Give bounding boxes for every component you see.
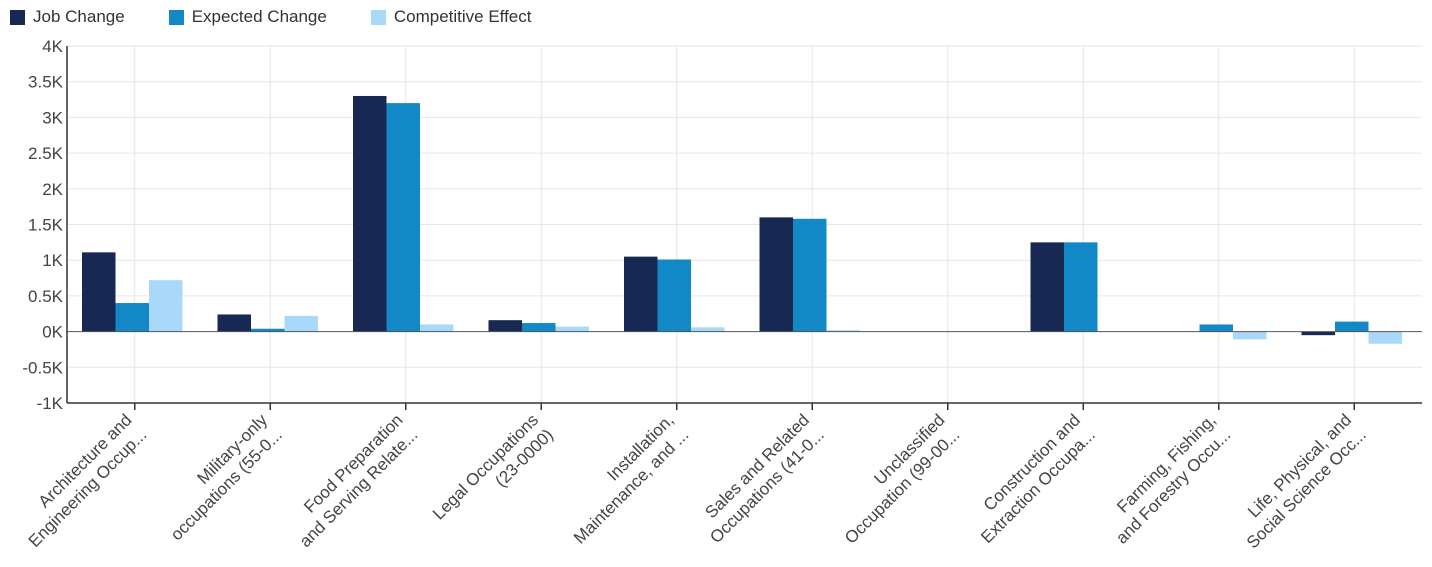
bar-expected-change xyxy=(386,103,420,332)
legend-label-job-change: Job Change xyxy=(33,7,125,26)
bar-job-change xyxy=(624,256,658,332)
bar-job-change xyxy=(1301,331,1335,336)
y-tick-label: 0K xyxy=(42,323,63,342)
y-tick-label: -0.5K xyxy=(22,358,63,377)
chart-legend: Job Change Expected Change Competitive E… xyxy=(10,4,575,30)
bar-competitive-effect xyxy=(555,326,589,332)
bar-competitive-effect xyxy=(691,327,725,332)
bar-expected-change xyxy=(251,328,285,332)
y-tick-label: 3K xyxy=(42,108,63,127)
x-tick-label: Legal Occupations(23-0000) xyxy=(429,410,557,523)
legend-swatch-competitive-effect xyxy=(370,9,386,25)
bar-expected-change xyxy=(657,259,691,332)
legend-swatch-job-change xyxy=(10,9,25,25)
legend-label-expected-change: Expected Change xyxy=(191,7,327,26)
legend-swatch-expected-change xyxy=(168,9,184,25)
y-tick-label: 1K xyxy=(42,251,63,270)
y-tick-label: 2.5K xyxy=(28,144,64,163)
bar-job-change xyxy=(759,217,793,332)
bar-job-change xyxy=(353,95,387,332)
y-tick-label: 2K xyxy=(42,180,63,199)
bar-job-change xyxy=(82,252,116,332)
bar-expected-change xyxy=(1199,324,1233,332)
x-tick-label: Installation,Maintenance, and ... xyxy=(570,410,692,547)
bar-expected-change xyxy=(115,303,149,332)
bar-expected-change xyxy=(1064,242,1098,332)
bar-expected-change xyxy=(522,323,556,332)
bar-competitive-effect xyxy=(1368,331,1402,344)
bar-competitive-effect xyxy=(826,330,860,332)
bar-competitive-effect xyxy=(149,280,183,332)
legend-item-job-change[interactable]: Job Change xyxy=(10,7,125,27)
bar-competitive-effect xyxy=(420,324,454,332)
bar-competitive-effect xyxy=(1233,331,1267,340)
bar-competitive-effect xyxy=(284,315,318,332)
y-tick-label: 3.5K xyxy=(28,73,64,92)
bar-job-change xyxy=(1030,242,1064,332)
bar-expected-change xyxy=(1335,321,1369,332)
legend-label-competitive-effect: Competitive Effect xyxy=(393,7,532,26)
legend-item-expected-change[interactable]: Expected Change xyxy=(168,7,327,27)
y-tick-label: -1K xyxy=(37,394,64,413)
x-tick-label: Farming, Fishing,and Forestry Occu... xyxy=(1112,410,1234,547)
bar-expected-change xyxy=(793,218,827,332)
y-tick-label: 1.5K xyxy=(28,216,64,235)
y-tick-label: 4K xyxy=(42,37,63,56)
legend-item-competitive-effect[interactable]: Competitive Effect xyxy=(370,7,532,27)
y-tick-label: 0.5K xyxy=(28,287,64,306)
bar-job-change xyxy=(217,314,251,332)
bar-job-change xyxy=(488,320,522,332)
